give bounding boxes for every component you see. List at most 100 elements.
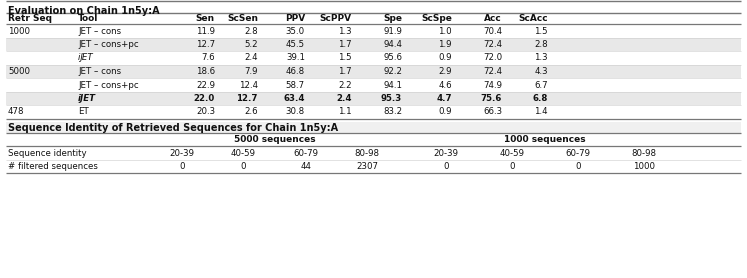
Text: 1.4: 1.4 <box>534 108 548 116</box>
Text: 2.8: 2.8 <box>244 26 258 36</box>
Text: 80-98: 80-98 <box>355 149 379 158</box>
Text: 20.3: 20.3 <box>196 108 215 116</box>
Text: 66.3: 66.3 <box>483 108 502 116</box>
Text: 1000 sequences: 1000 sequences <box>504 135 586 144</box>
Text: 1000: 1000 <box>633 162 655 171</box>
Text: JET – cons+pc: JET – cons+pc <box>78 81 139 90</box>
Text: 12.7: 12.7 <box>196 40 215 49</box>
Text: 58.7: 58.7 <box>286 81 305 90</box>
Text: 94.4: 94.4 <box>383 40 402 49</box>
Text: 0.9: 0.9 <box>438 53 452 63</box>
Text: 11.9: 11.9 <box>196 26 215 36</box>
Text: 0: 0 <box>509 162 515 171</box>
Text: 2.2: 2.2 <box>338 81 352 90</box>
Text: JET – cons: JET – cons <box>78 26 121 36</box>
Text: 1.7: 1.7 <box>338 40 352 49</box>
Text: 5000 sequences: 5000 sequences <box>234 135 315 144</box>
Text: 2.9: 2.9 <box>438 67 452 76</box>
Text: 95.3: 95.3 <box>381 94 402 103</box>
Text: 1.9: 1.9 <box>438 40 452 49</box>
Text: 5000: 5000 <box>8 67 30 76</box>
Text: 2.8: 2.8 <box>534 40 548 49</box>
Text: iJET: iJET <box>78 53 93 63</box>
Text: 2307: 2307 <box>356 162 378 171</box>
Bar <box>6 92 741 105</box>
Text: JET – cons: JET – cons <box>78 67 121 76</box>
Text: 18.6: 18.6 <box>196 67 215 76</box>
Text: 74.9: 74.9 <box>483 81 502 90</box>
Text: 6.7: 6.7 <box>534 81 548 90</box>
Text: 63.4: 63.4 <box>284 94 305 103</box>
Text: 35.0: 35.0 <box>286 26 305 36</box>
Text: 7.9: 7.9 <box>244 67 258 76</box>
Text: 0.9: 0.9 <box>438 108 452 116</box>
Text: 1.5: 1.5 <box>534 26 548 36</box>
Text: 1.1: 1.1 <box>338 108 352 116</box>
Text: 1.0: 1.0 <box>438 26 452 36</box>
Text: ScPPV: ScPPV <box>320 14 352 23</box>
Text: 40-59: 40-59 <box>231 149 255 158</box>
Bar <box>6 38 741 51</box>
Text: Sequence Identity of Retrieved Sequences for Chain 1n5y:A: Sequence Identity of Retrieved Sequences… <box>8 123 338 133</box>
Text: JET – cons+pc: JET – cons+pc <box>78 40 139 49</box>
Text: iJET: iJET <box>78 94 96 103</box>
Text: 22.9: 22.9 <box>196 81 215 90</box>
Text: 0: 0 <box>179 162 185 171</box>
Text: 1.3: 1.3 <box>534 53 548 63</box>
Text: 72.4: 72.4 <box>483 67 502 76</box>
Text: 6.8: 6.8 <box>533 94 548 103</box>
Text: Acc: Acc <box>484 14 502 23</box>
Text: 5.2: 5.2 <box>244 40 258 49</box>
Text: 2.6: 2.6 <box>244 108 258 116</box>
Text: 72.4: 72.4 <box>483 40 502 49</box>
Text: 4.7: 4.7 <box>436 94 452 103</box>
Text: 94.1: 94.1 <box>383 81 402 90</box>
Text: Evaluation on Chain 1n5y:A: Evaluation on Chain 1n5y:A <box>8 6 160 16</box>
Text: 1.5: 1.5 <box>338 53 352 63</box>
Text: 91.9: 91.9 <box>383 26 402 36</box>
Text: # filtered sequences: # filtered sequences <box>8 162 98 171</box>
Text: 2.4: 2.4 <box>336 94 352 103</box>
Text: 60-79: 60-79 <box>294 149 318 158</box>
Text: 30.8: 30.8 <box>286 108 305 116</box>
Text: 95.6: 95.6 <box>383 53 402 63</box>
Bar <box>6 122 741 133</box>
Text: ET: ET <box>78 108 89 116</box>
Text: 39.1: 39.1 <box>286 53 305 63</box>
Text: Tool: Tool <box>78 14 99 23</box>
Text: 60-79: 60-79 <box>565 149 590 158</box>
Text: 75.6: 75.6 <box>480 94 502 103</box>
Text: 80-98: 80-98 <box>631 149 657 158</box>
Text: 0: 0 <box>575 162 580 171</box>
Text: 83.2: 83.2 <box>383 108 402 116</box>
Text: 70.4: 70.4 <box>483 26 502 36</box>
Text: PPV: PPV <box>285 14 305 23</box>
Text: Sequence identity: Sequence identity <box>8 149 87 158</box>
Text: 72.0: 72.0 <box>483 53 502 63</box>
Text: ScSen: ScSen <box>227 14 258 23</box>
Text: 1.7: 1.7 <box>338 67 352 76</box>
Text: 4.6: 4.6 <box>438 81 452 90</box>
Text: 1.3: 1.3 <box>338 26 352 36</box>
Text: 7.6: 7.6 <box>202 53 215 63</box>
Text: Sen: Sen <box>196 14 215 23</box>
Text: 22.0: 22.0 <box>193 94 215 103</box>
Text: 0: 0 <box>443 162 449 171</box>
Bar <box>6 65 741 78</box>
Text: ScSpe: ScSpe <box>421 14 452 23</box>
Text: 478: 478 <box>8 108 25 116</box>
Text: 44: 44 <box>300 162 311 171</box>
Text: 0: 0 <box>241 162 246 171</box>
Text: Spe: Spe <box>383 14 402 23</box>
Text: ScAcc: ScAcc <box>518 14 548 23</box>
Text: 12.7: 12.7 <box>237 94 258 103</box>
Text: 40-59: 40-59 <box>500 149 524 158</box>
Text: 46.8: 46.8 <box>286 67 305 76</box>
Text: 4.3: 4.3 <box>534 67 548 76</box>
Text: 2.4: 2.4 <box>244 53 258 63</box>
Text: 20-39: 20-39 <box>433 149 459 158</box>
Text: 12.4: 12.4 <box>239 81 258 90</box>
Text: 20-39: 20-39 <box>170 149 194 158</box>
Text: 45.5: 45.5 <box>286 40 305 49</box>
Text: 1000: 1000 <box>8 26 30 36</box>
